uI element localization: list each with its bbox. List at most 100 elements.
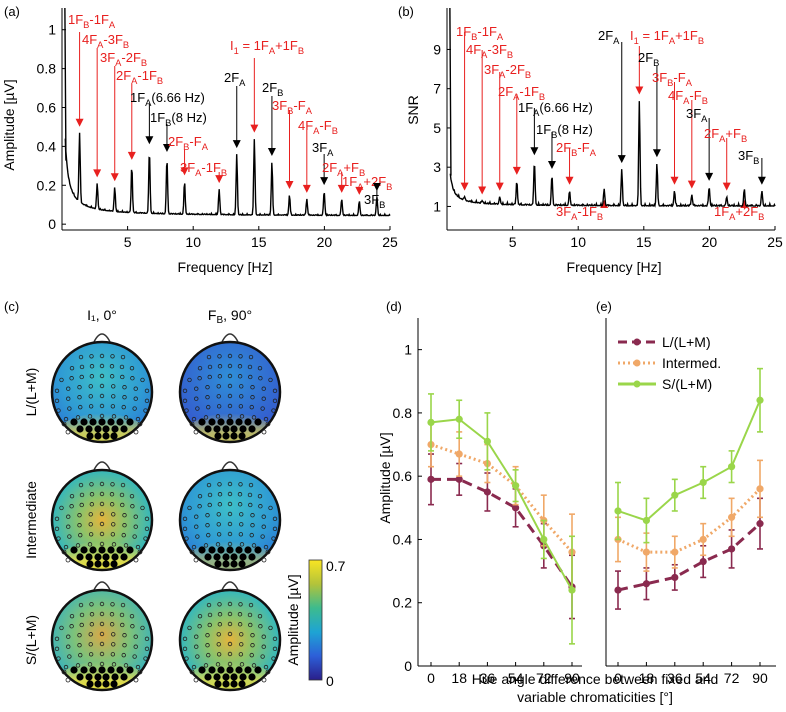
b-annotation-label: 4FA-FB bbox=[668, 88, 708, 106]
electrode bbox=[77, 385, 82, 390]
head-occipital-hotspot bbox=[57, 413, 147, 442]
d-x-tick-label: 0 bbox=[427, 670, 435, 686]
b-x-tick-label: 10 bbox=[570, 234, 586, 250]
d-data-point bbox=[427, 475, 435, 483]
panel-c-label: (c) bbox=[4, 299, 19, 314]
electrode bbox=[79, 622, 84, 628]
head-nose bbox=[220, 333, 240, 345]
panel-c: (c) I₁, 0° FB, 90° L/(L+M) Intermediate … bbox=[4, 299, 346, 692]
electrode-significant bbox=[213, 553, 221, 561]
electrode bbox=[195, 654, 200, 659]
electrode-significant bbox=[85, 673, 93, 681]
electrode bbox=[99, 363, 105, 369]
electrode bbox=[258, 504, 263, 509]
electrode bbox=[132, 654, 137, 659]
electrode bbox=[99, 481, 105, 487]
electrode bbox=[88, 394, 93, 399]
a-y-tick-label: 0.2 bbox=[37, 177, 57, 193]
electrode bbox=[61, 549, 67, 555]
e-data-point bbox=[614, 507, 622, 515]
electrode bbox=[111, 642, 116, 647]
a-x-tick-label: 5 bbox=[124, 234, 132, 250]
electrode-significant bbox=[98, 666, 106, 674]
electrode-significant bbox=[222, 432, 230, 440]
b-y-tick-label: 9 bbox=[433, 41, 441, 57]
electrode bbox=[119, 612, 125, 618]
electrode bbox=[123, 663, 129, 668]
electrode bbox=[88, 652, 94, 657]
electrode bbox=[66, 396, 71, 401]
electrode bbox=[250, 643, 255, 648]
d-data-point bbox=[455, 450, 463, 458]
electrode bbox=[182, 526, 188, 532]
electrode-significant bbox=[254, 418, 262, 426]
d-data-point bbox=[483, 437, 491, 445]
e-series-L/(L+M) bbox=[614, 497, 764, 610]
topomap-3 bbox=[50, 461, 154, 572]
e-data-point bbox=[756, 485, 764, 493]
electrode-significant bbox=[239, 425, 247, 433]
electrode bbox=[77, 643, 82, 648]
electrode-significant bbox=[76, 553, 84, 561]
electrode-significant bbox=[235, 666, 243, 674]
b-annotation-label: 4FA-3FB bbox=[466, 42, 513, 60]
head-occipital-hotspot bbox=[57, 661, 147, 690]
electrode bbox=[65, 677, 71, 683]
electrode bbox=[110, 354, 115, 359]
electrode-significant bbox=[102, 560, 110, 568]
electrode-significant bbox=[244, 418, 252, 426]
electrode bbox=[110, 652, 116, 657]
electrode bbox=[89, 482, 94, 487]
a-annotation-arrow bbox=[250, 124, 259, 133]
electrode bbox=[99, 521, 105, 527]
electrode bbox=[110, 602, 115, 607]
electrode bbox=[216, 642, 221, 647]
panel-c-col-title-1: I₁, 0° bbox=[87, 307, 117, 323]
electrode bbox=[120, 622, 125, 628]
a-y-tick-label: 0.6 bbox=[37, 100, 57, 116]
electrode-significant bbox=[244, 546, 252, 554]
electrode-significant bbox=[126, 418, 134, 426]
electrode bbox=[227, 601, 233, 607]
electrode bbox=[59, 625, 64, 631]
electrode bbox=[79, 364, 85, 370]
electrode bbox=[251, 415, 257, 420]
legend: L/(L+M) Intermed. S/(L+M) bbox=[612, 326, 752, 410]
a-annotation-arrow bbox=[145, 136, 154, 145]
electrode bbox=[194, 644, 199, 649]
electrode bbox=[203, 663, 209, 668]
electrode bbox=[239, 542, 245, 547]
electrode bbox=[227, 363, 233, 369]
a-annotation-arrow bbox=[285, 181, 294, 189]
electrode bbox=[217, 602, 222, 607]
b-annotation-label: 3FB bbox=[738, 148, 759, 166]
electrode bbox=[191, 544, 197, 550]
a-annotation-label: 2FB-FA bbox=[168, 134, 209, 152]
panel-de-xlabel-line1: Hue angle difference between fixed and bbox=[472, 671, 718, 687]
electrode bbox=[59, 377, 64, 383]
electrode-significant bbox=[230, 553, 238, 561]
electrode bbox=[88, 404, 94, 409]
a-y-tick-label: 0.4 bbox=[37, 138, 57, 154]
electrode bbox=[144, 398, 150, 404]
electrode bbox=[258, 624, 263, 629]
electrode-significant bbox=[76, 673, 84, 681]
electrode-significant bbox=[111, 425, 119, 433]
electrode bbox=[197, 613, 203, 619]
electrode bbox=[227, 631, 233, 637]
topomap-5 bbox=[50, 581, 154, 692]
electrode bbox=[247, 612, 253, 618]
electrode bbox=[237, 612, 243, 617]
electrode-significant bbox=[120, 425, 128, 433]
d-data-point bbox=[511, 482, 520, 490]
electrode-significant bbox=[222, 425, 230, 433]
colorbar bbox=[308, 559, 323, 681]
electrode bbox=[237, 622, 243, 627]
electrode bbox=[268, 625, 273, 631]
a-annotation-arrow bbox=[267, 147, 276, 156]
e-data-point bbox=[728, 463, 736, 471]
legend-marker-S bbox=[633, 380, 641, 388]
electrode bbox=[182, 646, 188, 652]
d-data-point bbox=[511, 504, 520, 512]
d-y-tick-label: 0.8 bbox=[393, 405, 413, 421]
